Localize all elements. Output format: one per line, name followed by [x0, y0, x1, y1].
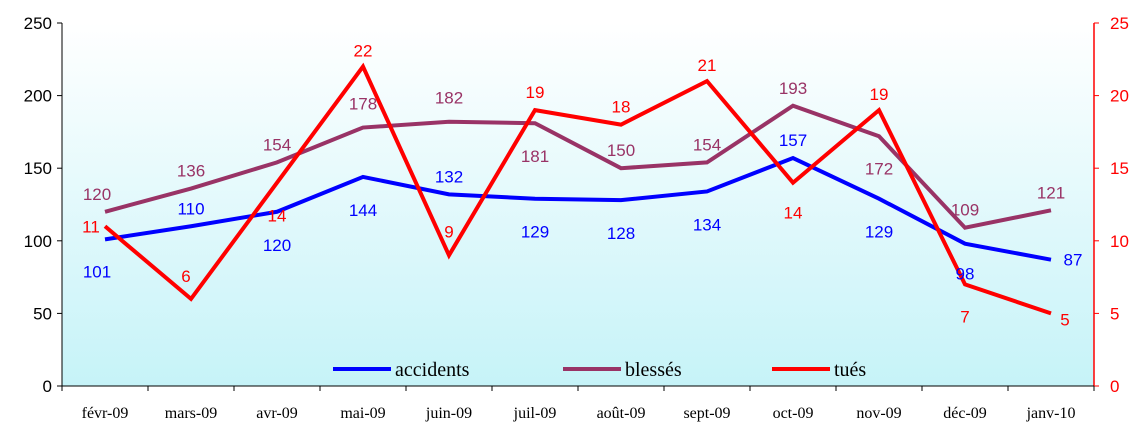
x-tick-label: mars-09	[165, 405, 217, 422]
right-tick-label: 20	[1110, 87, 1129, 106]
data-label-blessés: 121	[1037, 183, 1065, 202]
data-label-blessés: 120	[83, 185, 111, 204]
x-tick-label: sept-09	[683, 405, 730, 422]
data-label-tués: 11	[82, 217, 100, 236]
data-label-tués: 14	[784, 204, 803, 223]
x-tick-label: août-09	[597, 405, 646, 422]
right-tick-label: 25	[1110, 14, 1129, 33]
data-label-accidents: 87	[1064, 251, 1083, 270]
legend-label-tués: tués	[834, 359, 866, 381]
left-tick-label: 100	[24, 232, 52, 251]
data-label-accidents: 120	[263, 236, 291, 255]
data-label-accidents: 129	[521, 223, 549, 242]
left-tick-label: 0	[43, 377, 52, 396]
data-label-tués: 9	[444, 222, 453, 241]
legend: accidents blessés tués	[333, 359, 866, 381]
data-label-accidents: 129	[865, 223, 893, 242]
plot-area	[62, 23, 1094, 386]
data-label-tués: 21	[698, 56, 717, 75]
series-line-blessés	[104, 103, 1052, 230]
x-tick-label: oct-09	[773, 405, 814, 422]
data-label-tués: 19	[870, 85, 889, 104]
data-label-blessés: 136	[177, 162, 205, 181]
data-label-tués: 14	[268, 207, 287, 226]
data-label-tués: 6	[181, 267, 190, 286]
left-tick-label: 150	[24, 159, 52, 178]
data-label-accidents: 157	[779, 131, 807, 150]
data-label-blessés: 178	[349, 95, 377, 114]
data-label-accidents: 132	[435, 167, 463, 186]
data-label-blessés: 182	[435, 89, 463, 108]
right-tick-label: 15	[1110, 159, 1129, 178]
left-tick-label: 200	[24, 87, 52, 106]
x-tick-label: mai-09	[340, 405, 385, 422]
data-label-blessés: 154	[263, 135, 291, 154]
data-label-tués: 19	[526, 83, 545, 102]
data-label-blessés: 150	[607, 141, 635, 160]
left-tick-label: 250	[24, 14, 52, 33]
data-label-blessés: 109	[951, 201, 979, 220]
data-label-tués: 7	[960, 307, 969, 326]
right-tick-label: 10	[1110, 232, 1129, 251]
right-tick-label: 5	[1110, 304, 1119, 323]
x-tick-label: nov-09	[856, 405, 901, 422]
x-tick-label: juin-09	[425, 405, 472, 422]
x-tick-label: janv-10	[1026, 405, 1076, 422]
series-line-tués	[103, 62, 1052, 316]
x-tick-label: juil-09	[513, 405, 557, 422]
data-label-blessés: 193	[779, 79, 807, 98]
data-label-blessés: 172	[865, 159, 893, 178]
data-label-accidents: 134	[693, 215, 721, 234]
data-label-accidents: 110	[177, 199, 204, 218]
legend-label-blessés: blessés	[625, 359, 682, 381]
series-line-accidents	[104, 155, 1052, 262]
data-label-accidents: 101	[83, 262, 111, 281]
legend-label-accidents: accidents	[395, 359, 470, 381]
data-label-blessés: 154	[693, 135, 721, 154]
right-tick-label: 0	[1110, 377, 1119, 396]
data-label-tués: 22	[354, 42, 373, 61]
data-label-accidents: 98	[956, 265, 975, 284]
data-label-tués: 5	[1060, 310, 1069, 329]
x-tick-label: févr-09	[82, 405, 129, 422]
x-tick-label: déc-09	[943, 405, 987, 422]
data-label-accidents: 144	[349, 201, 377, 220]
x-tick-label: avr-09	[256, 405, 297, 422]
data-label-blessés: 181	[521, 147, 549, 166]
data-label-accidents: 128	[607, 224, 635, 243]
left-tick-label: 50	[33, 304, 52, 323]
data-label-tués: 18	[612, 98, 631, 117]
